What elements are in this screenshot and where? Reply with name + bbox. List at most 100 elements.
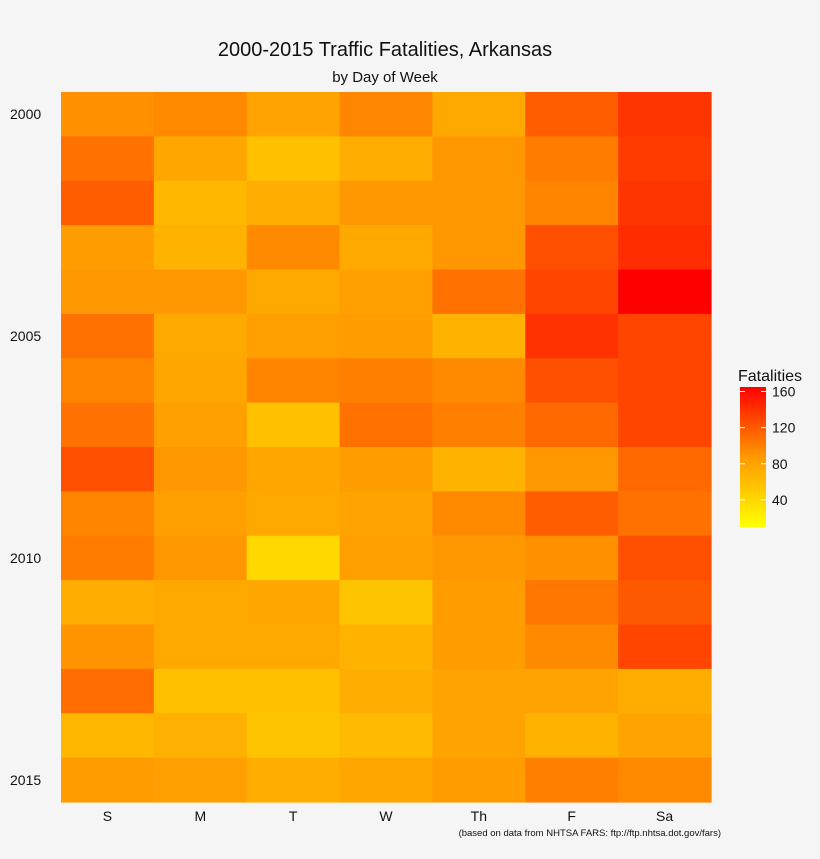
heatmap-cell [432, 225, 526, 271]
heatmap-cell [432, 491, 526, 537]
heatmap-cell [339, 668, 434, 714]
color-legend: Fatalities 40 80 120 160 [738, 368, 802, 527]
heatmap-cell [618, 313, 712, 359]
heatmap-cell [153, 358, 248, 404]
heatmap-cell [339, 358, 434, 404]
heatmap-cell [339, 447, 434, 492]
heatmap-cell [525, 624, 619, 670]
heatmap-cell [61, 535, 155, 581]
heatmap-cell [618, 180, 712, 226]
heatmap-cell [246, 92, 341, 137]
heatmap-cell [153, 491, 248, 537]
heatmap-cell [339, 225, 434, 271]
heatmap-cell [246, 668, 341, 714]
heatmap-cell [618, 491, 712, 537]
heatmap-cell [246, 313, 341, 359]
heatmap-cell [339, 491, 434, 537]
heatmap-cell [61, 402, 155, 448]
x-axis-ticks: S M T W Th F Sa [103, 808, 674, 824]
y-tick-label: 2015 [10, 772, 41, 788]
chart-caption: (based on data from NHTSA FARS: ftp://ft… [459, 828, 721, 839]
heatmap-cell [339, 535, 434, 581]
heatmap-cell [432, 668, 526, 714]
legend-tick-label: 80 [772, 456, 788, 472]
heatmap-cell [618, 269, 712, 315]
legend-tick-label: 40 [772, 492, 788, 508]
heatmap-cell [618, 713, 712, 759]
y-tick-label: 2005 [10, 328, 41, 344]
heatmap-cell [618, 668, 712, 714]
heatmap-cell [61, 313, 155, 359]
legend-tick-label: 160 [772, 384, 796, 400]
heatmap-cell [246, 713, 341, 759]
heatmap-cell [339, 713, 434, 759]
heatmap-cell [246, 580, 341, 626]
heatmap-cell [61, 447, 155, 492]
heatmap-cell [339, 136, 434, 182]
heatmap-cell [339, 757, 434, 803]
heatmap-cell [525, 491, 619, 537]
heatmap-cell [618, 757, 712, 803]
heatmap-cell [153, 535, 248, 581]
chart-subtitle: by Day of Week [332, 69, 438, 86]
legend-tick-label: 120 [772, 420, 796, 436]
heatmap-cell [153, 447, 248, 492]
y-axis-ticks: 2000 2005 2010 2015 [10, 106, 41, 788]
heatmap-cell [246, 624, 341, 670]
heatmap-cell [246, 358, 341, 404]
heatmap-cell [61, 757, 155, 803]
heatmap-cell [153, 668, 248, 714]
heatmap-cell [525, 580, 619, 626]
heatmap-cell [153, 757, 248, 803]
heatmap-cell [618, 580, 712, 626]
heatmap-cell [525, 92, 619, 137]
heatmap-cell [61, 668, 155, 714]
heatmap-cell [153, 92, 248, 137]
x-tick-label: F [567, 808, 576, 824]
x-tick-label: M [194, 808, 206, 824]
heatmap-cell [246, 535, 341, 581]
heatmap-cell [153, 580, 248, 626]
heatmap-cell [246, 269, 341, 315]
heatmap-cell [525, 180, 619, 226]
heatmap-cell [61, 713, 155, 759]
heatmap-cell [432, 313, 526, 359]
heatmap-cell [61, 580, 155, 626]
heatmap-cell [61, 358, 155, 404]
x-tick-label: T [289, 808, 298, 824]
heatmap-cell [339, 402, 434, 448]
heatmap-cell [432, 269, 526, 315]
heatmap-cell [339, 580, 434, 626]
heatmap-cell [525, 757, 619, 803]
heatmap-cell [432, 180, 526, 226]
heatmap-cell [432, 447, 526, 492]
heatmap-cell [525, 136, 619, 182]
heatmap-cell [432, 358, 526, 404]
heatmap-cell [61, 269, 155, 315]
heatmap-cell [61, 92, 155, 137]
heatmap-cell [153, 180, 248, 226]
heatmap-cell [432, 402, 526, 448]
heatmap-cell [432, 580, 526, 626]
heatmap-cell [432, 92, 526, 137]
heatmap-cell [61, 624, 155, 670]
x-tick-label: S [103, 808, 112, 824]
heatmap-cell [153, 225, 248, 271]
heatmap-cell [525, 447, 619, 492]
heatmap-cell [618, 624, 712, 670]
heatmap-cell [246, 180, 341, 226]
heatmap-cell [246, 757, 341, 803]
x-tick-label: W [379, 808, 393, 824]
heatmap-cell [153, 269, 248, 315]
legend-ticks: 40 80 120 160 [740, 384, 796, 508]
heatmap-cell [339, 313, 434, 359]
heatmap-cell [618, 535, 712, 581]
heatmap-cell [246, 447, 341, 492]
heatmap-cell [525, 225, 619, 271]
heatmap-cell [61, 491, 155, 537]
heatmap-cell [618, 92, 712, 137]
heatmap-cell [246, 491, 341, 537]
heatmap-cell [525, 313, 619, 359]
heatmap-cell [246, 225, 341, 271]
heatmap-cell [432, 535, 526, 581]
